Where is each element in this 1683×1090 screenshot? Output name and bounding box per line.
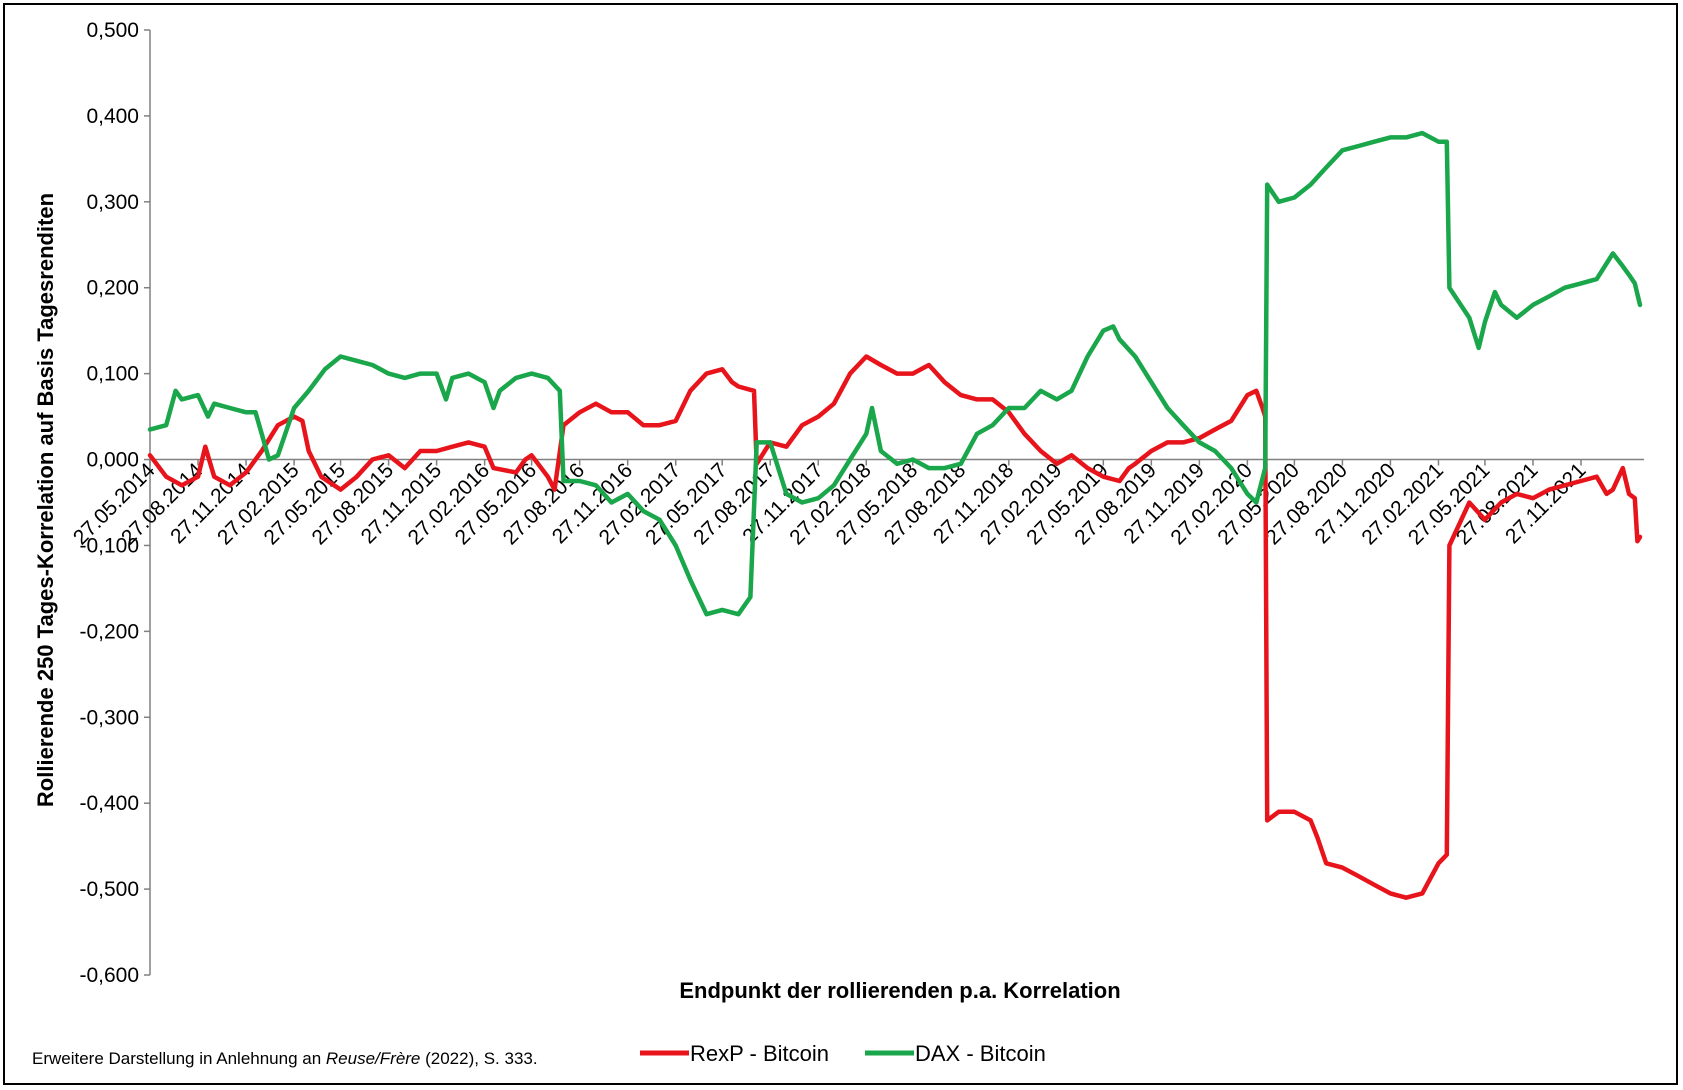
legend: RexP - Bitcoin DAX - Bitcoin: [640, 1041, 1046, 1066]
y-tick-label: 0,100: [86, 363, 139, 386]
y-tick-label: -0,400: [79, 792, 139, 815]
x-axis: 27.05.201427.08.201427.11.201427.02.2015…: [69, 459, 1644, 549]
y-tick-label: -0,500: [79, 878, 139, 901]
y-axis: 0,500 0,400 0,300 0,200 0,100 0,000 -0,100 -0,2…: [79, 19, 151, 987]
y-axis-title: Rollierende 250 Tages-Korrelation auf Ba…: [33, 193, 58, 807]
series-layer: [147, 130, 1643, 900]
y-tick-label: 0,500: [86, 19, 139, 42]
y-tick-label: 0,000: [86, 449, 139, 472]
legend-label-dax: DAX - Bitcoin: [915, 1041, 1046, 1066]
source-note-italic: Reuse/Frère: [326, 1049, 420, 1068]
source-note-suffix: (2022), S. 333.: [420, 1049, 537, 1068]
source-note: Erweitere Darstellung in Anlehnung an Re…: [32, 1049, 538, 1068]
y-tick-label: -0,100: [79, 534, 139, 557]
y-tick-label: -0,600: [79, 964, 139, 987]
y-tick-label: -0,200: [79, 620, 139, 643]
legend-item-dax: DAX - Bitcoin: [865, 1041, 1046, 1066]
series-line-rexp-bitcoin: [147, 354, 1643, 900]
legend-item-rexp: RexP - Bitcoin: [640, 1041, 829, 1066]
series-line-dax-bitcoin: [147, 130, 1643, 617]
y-tick-label: -0,300: [79, 706, 139, 729]
chart-frame: [3, 3, 1678, 1085]
y-tick-label: 0,400: [86, 105, 139, 128]
x-axis-title: Endpunkt der rollierenden p.a. Korrelati…: [679, 978, 1120, 1003]
source-note-prefix: Erweitere Darstellung in Anlehnung an: [32, 1049, 326, 1068]
y-tick-label: 0,300: [86, 191, 139, 214]
legend-label-rexp: RexP - Bitcoin: [690, 1041, 829, 1066]
y-tick-label: 0,200: [86, 277, 139, 300]
